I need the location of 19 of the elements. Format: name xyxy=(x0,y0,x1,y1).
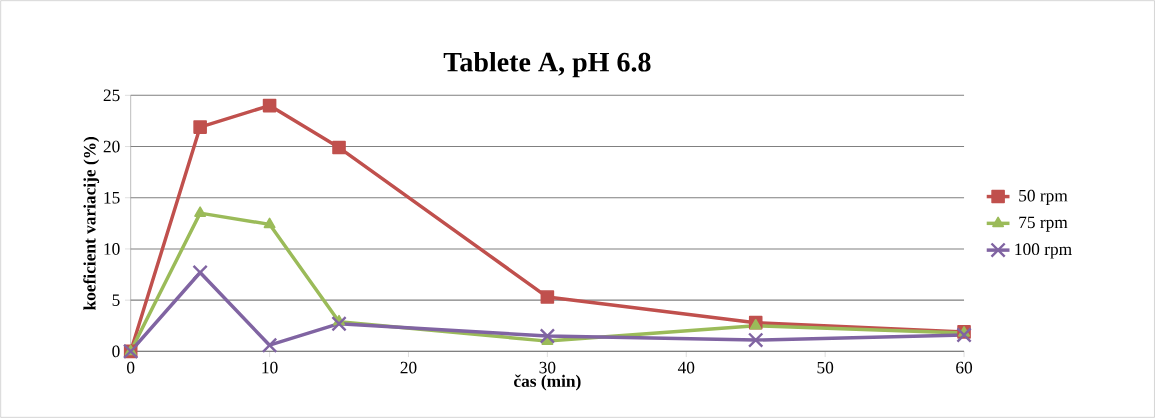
y-tick-label: 25 xyxy=(103,89,120,102)
x-tick-label: 60 xyxy=(956,361,973,374)
x-axis-title: čas (min) xyxy=(514,374,581,391)
legend-label: 75 rpm xyxy=(1019,216,1068,232)
x-tick-label: 30 xyxy=(539,361,556,374)
y-tick-label: 10 xyxy=(104,243,120,255)
y-tick-label: 5 xyxy=(112,294,120,306)
y-tick-label: 0 xyxy=(112,345,120,358)
chart-title: Tablete A, pH 6.8 xyxy=(443,51,651,78)
y-axis-title: koeficient variacije (%) xyxy=(83,136,100,311)
legend-label: 100 rpm xyxy=(1015,243,1072,259)
x-tick-label: 0 xyxy=(127,361,135,374)
x-tick-label: 20 xyxy=(400,361,417,374)
x-tick-label: 50 xyxy=(817,361,834,374)
x-tick-label: 10 xyxy=(262,361,278,374)
y-tick-label: 15 xyxy=(104,191,120,204)
x-tick-label: 40 xyxy=(677,361,695,374)
y-tick-label: 20 xyxy=(103,140,120,153)
legend-label: 50 rpm xyxy=(1019,189,1068,206)
